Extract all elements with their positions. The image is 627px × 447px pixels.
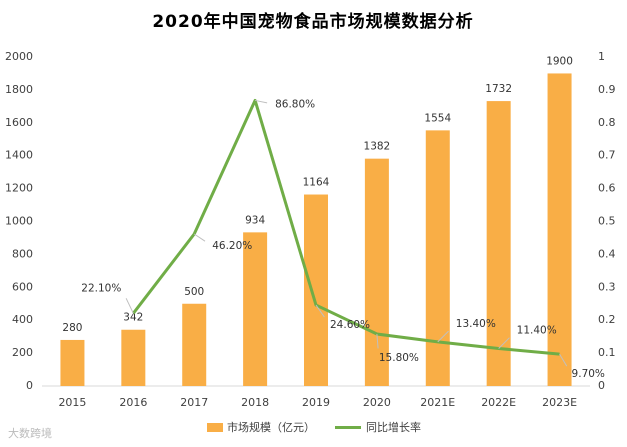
bar-value-label: 1900	[546, 55, 573, 67]
leader-line	[437, 330, 449, 343]
bar	[182, 303, 207, 386]
y-tick-label: 400	[12, 313, 33, 326]
watermark: 大数跨境	[8, 426, 52, 440]
x-tick-label: 2016	[119, 396, 147, 409]
y-tick-label: 1600	[5, 116, 33, 129]
bar-value-label: 1554	[424, 112, 451, 124]
leader-line	[125, 298, 134, 314]
y2-tick-label: 0.9	[598, 83, 616, 96]
line-value-label: 13.40%	[456, 318, 496, 330]
bar	[304, 194, 328, 386]
bar-value-label: 280	[62, 322, 82, 334]
legend-swatch	[207, 423, 223, 432]
line-value-label: 22.10%	[81, 282, 121, 294]
y-tick-label: 800	[12, 247, 33, 260]
y-tick-label: 1800	[5, 83, 33, 96]
bar-value-label: 934	[245, 214, 265, 226]
bar	[243, 232, 268, 386]
y2-tick-label: 0	[598, 379, 605, 392]
x-tick-label: 2017	[180, 396, 208, 409]
x-tick-label: 2015	[58, 396, 86, 409]
y2-tick-label: 0.7	[598, 149, 616, 162]
bar-value-label: 500	[184, 286, 204, 298]
bar	[547, 73, 572, 386]
leader-line	[193, 233, 206, 242]
bar	[60, 339, 85, 386]
bar-value-label: 1732	[485, 83, 512, 95]
leader-line	[559, 353, 568, 367]
line-value-label: 15.80%	[379, 352, 419, 364]
bar-value-label: 1382	[364, 141, 391, 153]
x-tick-label: 2020	[363, 396, 391, 409]
x-tick-label: 2023E	[542, 396, 577, 409]
y2-tick-label: 1	[598, 50, 605, 63]
line	[132, 98, 560, 356]
leader-line	[315, 304, 325, 318]
line-value-label: 9.70%	[572, 368, 605, 380]
y2-tick-label: 0.2	[598, 313, 616, 326]
legend-label: 同比增长率	[366, 420, 421, 434]
bar	[486, 101, 511, 386]
y2-tick-label: 0.1	[598, 346, 616, 359]
leader-line	[255, 99, 268, 104]
y-tick-label: 1000	[5, 215, 33, 228]
y2-tick-label: 0.6	[598, 182, 616, 195]
chart-title: 2020年中国宠物食品市场规模数据分析	[152, 11, 473, 32]
y-tick-label: 2000	[5, 50, 33, 63]
bar-value-label: 342	[123, 312, 143, 324]
line-value-label: 24.60%	[330, 319, 370, 331]
x-tick-label: 2018	[241, 396, 269, 409]
line-value-label: 86.80%	[275, 98, 315, 110]
line-value-label: 11.40%	[517, 324, 557, 336]
bar	[425, 130, 450, 386]
y-tick-label: 1400	[5, 149, 33, 162]
y2-tick-label: 0.4	[598, 247, 616, 260]
legend-label: 市场规模（亿元）	[227, 420, 315, 434]
y-tick-label: 0	[26, 379, 33, 392]
y-tick-label: 200	[12, 346, 33, 359]
y2-tick-label: 0.8	[598, 116, 616, 129]
line-value-label: 46.20%	[212, 240, 252, 252]
y-tick-label: 1200	[5, 182, 33, 195]
bar	[364, 158, 389, 386]
bar-value-label: 1164	[303, 177, 330, 189]
leader-line	[376, 333, 379, 349]
x-tick-label: 2021E	[420, 396, 455, 409]
y-tick-label: 600	[12, 280, 33, 293]
y2-tick-label: 0.5	[598, 215, 616, 228]
bar	[121, 329, 146, 386]
y2-tick-label: 0.3	[598, 280, 616, 293]
x-tick-label: 2019	[302, 396, 330, 409]
leader-line	[498, 337, 510, 349]
x-tick-label: 2022E	[481, 396, 516, 409]
